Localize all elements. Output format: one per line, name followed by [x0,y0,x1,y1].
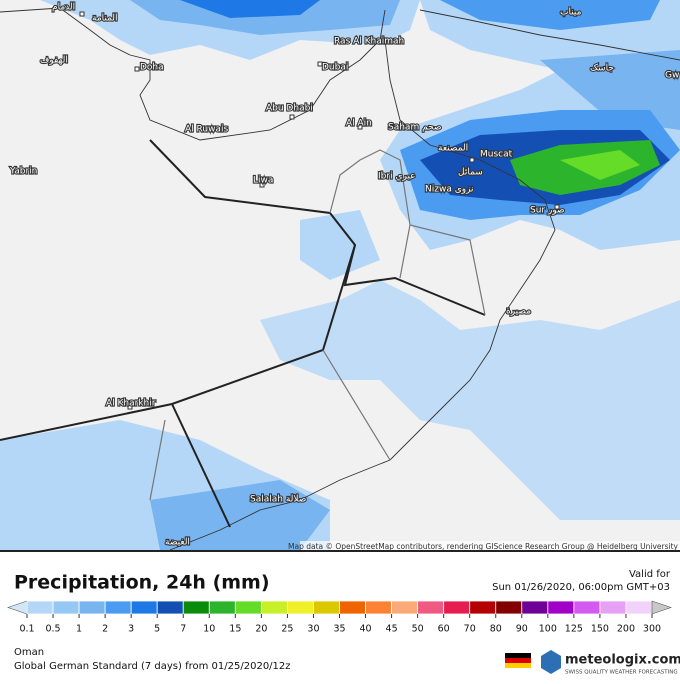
city-label: Gw [665,71,679,81]
scale-label: 200 [617,624,635,635]
scale-label: 300 [643,624,661,635]
scale-label: 100 [539,624,557,635]
city-label: Abu Dhabi [266,104,313,114]
city-label: Dubai [322,63,348,73]
scale-cell [78,600,106,615]
scale-label: 25 [281,624,293,635]
scale-arrow-high [651,600,672,615]
city-label: Saham صحم [388,123,442,133]
brand: meteologix.com [565,653,680,668]
scale-cell [208,600,236,615]
title: Precipitation, 24h (mm) [14,572,270,594]
city-label: Ibri عبري [378,172,416,182]
scale-arrow-low [7,600,28,615]
scale-label: 20 [255,624,267,635]
scale-label: 45 [386,624,398,635]
scale-label: 10 [203,624,215,635]
city-label: Sur صور [530,206,565,216]
scale-cell [521,600,549,615]
region: Oman [14,647,44,658]
scale-label: 1 [76,624,82,635]
brand-tagline: SWISS QUALITY WEATHER FORECASTING [565,670,678,676]
city-label: الهفوف [40,56,68,66]
city-label: جاسک [590,64,614,74]
scale-cell [443,600,471,615]
city-label: الغيضة [165,538,190,548]
valid-date: Sun 01/26/2020, 06:00pm GMT+03 [492,582,670,593]
scale-cell [495,600,523,615]
city-label: المصنعة [438,144,468,154]
scale-cell [469,600,497,615]
scale-cell [547,600,575,615]
scale-cell [339,600,366,615]
scale-cell [260,600,288,615]
model-run: Global German Standard (7 days) from 01/… [14,661,291,672]
scale-cell [313,600,340,615]
city-label: Doha [140,63,164,73]
city-label: مصيرة [506,307,531,317]
city-label: Al Ain [346,119,372,129]
scale-label: 35 [333,624,345,635]
city-label: المنامة [92,14,118,24]
color-scale: 0.1 0.5 1 2 3 5 7 10 15 20 25 30 35 40 45 50 60 70 80 90 100… [7,600,672,635]
scale-label: 50 [412,624,424,635]
scale-label: 0.1 [19,624,34,635]
precipitation [0,0,680,550]
city-label: سمائل [458,168,483,178]
scale-label: 2 [102,624,108,635]
scale-cell [599,600,627,615]
scale-cell [365,600,392,615]
city-label: Yabrin [9,167,37,177]
city-label: Al Ruwais [185,125,228,135]
city-label: Ras Al Khaimah [334,37,404,47]
scale-cell [287,600,314,615]
scale-cell [130,600,158,615]
scale-label: 90 [516,624,528,635]
city-label: میناب [560,8,582,18]
scale-cell [26,600,54,615]
attribution-bg [300,541,680,551]
borders [0,139,486,528]
scale-label: 125 [565,624,583,635]
city-label: الدمام [52,3,75,13]
flag [505,653,531,668]
scale-label: 70 [464,624,476,635]
scale-label: 15 [229,624,241,635]
scale-cell [234,600,262,615]
attribution: Map data © OpenStreetMap contributors, r… [288,542,679,551]
scale-label: 7 [180,624,186,635]
scale-label: 0.5 [45,624,60,635]
scale-cell [182,600,210,615]
scale-cell [573,600,601,615]
scale-label: 150 [591,624,609,635]
scale-label: 3 [128,624,134,635]
scale-label: 80 [490,624,502,635]
city-label: Al Kharkhir [106,399,156,409]
scale-cell [104,600,132,615]
city-markers [79,11,560,503]
scale-cell [156,600,184,615]
scale-cell [391,600,419,615]
scale-cell [417,600,445,615]
city-label: Nizwa نزوى [425,185,474,195]
scale-label: 5 [154,624,160,635]
city-label: Muscat [480,150,513,160]
scale-label: 30 [307,624,319,635]
city-label: Liwa [253,176,273,186]
scale-label: 40 [359,624,371,635]
scale-cell [52,600,80,615]
valid-for: Valid for [629,569,671,580]
coastline [0,7,680,551]
scale-cell [625,600,653,615]
scale-label: 60 [438,624,450,635]
logo-icon [541,650,561,674]
city-label: Salalah صلالة [250,495,306,505]
